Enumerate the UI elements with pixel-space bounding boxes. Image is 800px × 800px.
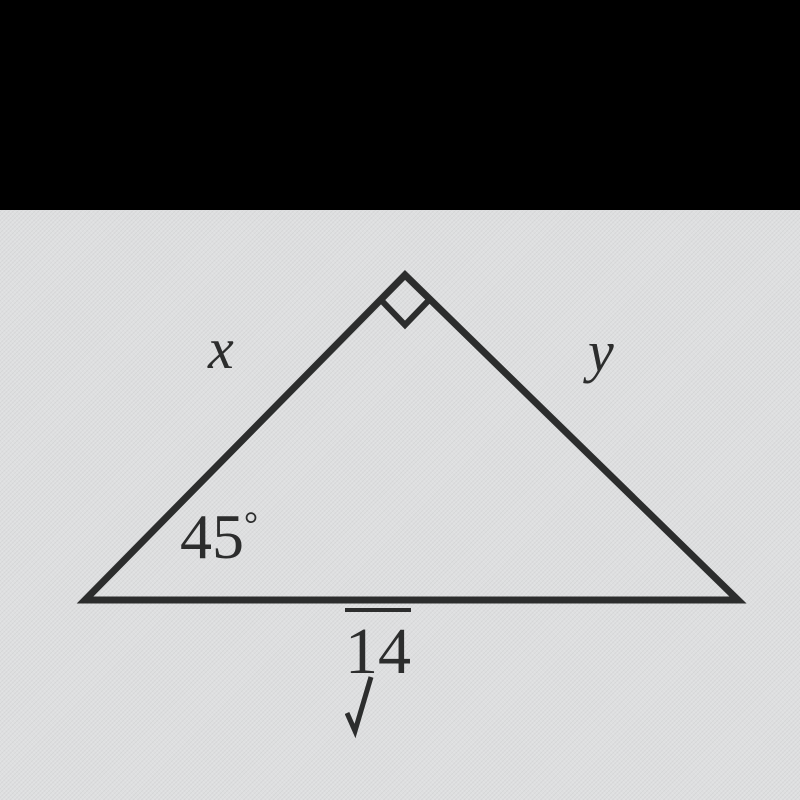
triangle-svg: [0, 210, 800, 800]
diagram-paper: x y 45° 14: [0, 210, 800, 800]
hypotenuse-label: 14: [345, 608, 411, 690]
angle-label: 45°: [180, 500, 258, 574]
degree-symbol: °: [244, 505, 258, 544]
right-angle-marker: [381, 300, 429, 325]
side-y-label: y: [588, 318, 614, 385]
angle-value: 45: [180, 501, 244, 572]
letterbox-top: [0, 0, 800, 210]
side-x-label: x: [208, 315, 234, 382]
